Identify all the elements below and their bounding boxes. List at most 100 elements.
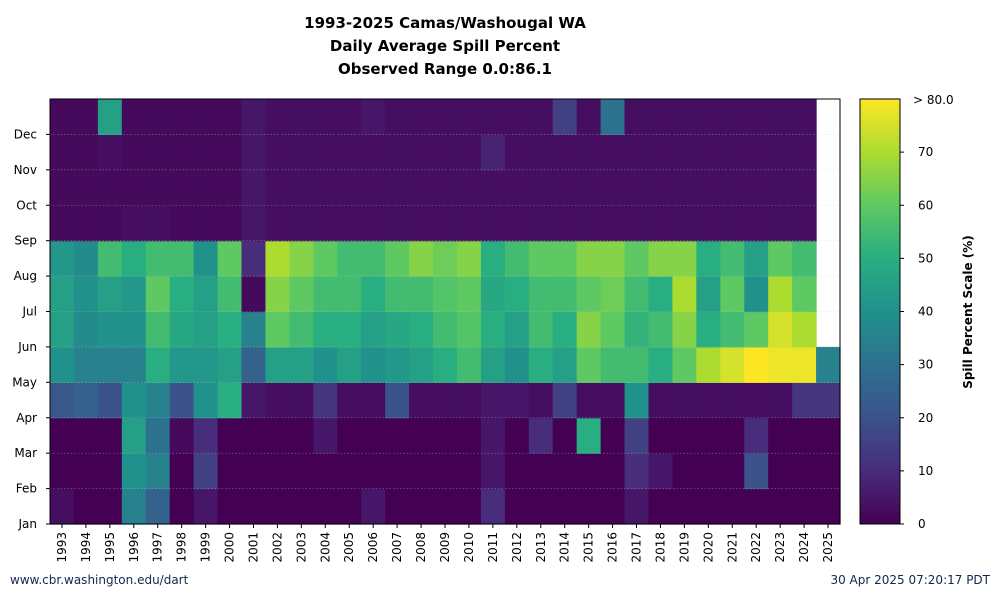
heatmap-cell-1999-Oct [193,169,219,206]
heatmap-cell-2015-Aug [576,240,602,277]
heatmap-cell-2016-Nov [600,134,626,171]
heatmap-cell-2014-Nov [552,134,578,171]
heatmap-cell-2015-Sep [576,205,602,242]
heatmap-cell-2015-Dec [576,99,602,136]
heatmap-cell-2024-Sep [792,205,817,242]
heatmap-cell-2013-Sep [528,205,554,242]
heatmap-cell-2021-Aug [720,240,745,277]
chart-title-line-1: 1993-2025 Camas/Washougal WA [304,14,586,32]
heatmap-cell-2008-Aug [409,240,434,277]
heatmap-cell-2013-Apr [528,382,554,419]
heatmap-cell-2023-Aug [768,240,793,277]
heatmap-cell-2021-Jun [720,311,745,348]
heatmap-cell-1993-Jan [50,488,75,525]
x-tick-label-2016: 2016 [606,532,620,563]
heatmap-cell-2017-May [624,346,650,383]
x-tick-label-2009: 2009 [438,532,452,563]
x-tick-label-2002: 2002 [270,532,284,563]
heatmap-cell-2007-Oct [385,169,410,206]
heatmap-cell-2000-Nov [217,134,243,171]
heatmap-cell-2019-Apr [672,382,697,419]
heatmap-cell-2018-Oct [648,169,674,206]
heatmap-cell-1994-Feb [73,453,99,490]
heatmap-cell-2011-Jul [480,276,506,313]
colorbar-top-label: > 80.0 [913,93,954,107]
heatmap-cell-1998-Jun [169,311,195,348]
y-tick-label-Dec: Dec [14,127,37,141]
x-tick-label-2012: 2012 [510,532,524,563]
heatmap-cell-2023-Jul [768,276,793,313]
heatmap-cell-2017-Jun [624,311,650,348]
heatmap-cell-2022-Sep [744,205,769,242]
y-tick-label-Apr: Apr [16,411,37,425]
heatmap-cell-2007-Jul [385,276,410,313]
heatmap-cell-2017-Dec [624,99,650,136]
heatmap-cell-2003-Nov [289,134,314,171]
heatmap-cell-1993-Dec [50,99,75,136]
heatmap-cell-1996-Dec [121,99,147,136]
heatmap-cell-2002-Nov [265,134,290,171]
heatmap-cell-2014-Jun [552,311,578,348]
heatmap-cell-2007-Nov [385,134,410,171]
heatmap-cell-2019-Sep [672,205,697,242]
heatmap-cell-2018-Jan [648,488,674,525]
heatmap-cell-2008-Feb [409,453,434,490]
heatmap-cell-1996-May [121,346,147,383]
heatmap-cell-1997-Dec [145,99,171,136]
heatmap-cell-2000-May [217,346,243,383]
heatmap-cell-2023-Mar [768,417,793,454]
heatmap-cell-2014-May [552,346,578,383]
heatmap-cell-2003-Sep [289,205,314,242]
heatmap-cell-2008-Oct [409,169,434,206]
heatmap-cell-2004-Apr [313,382,338,419]
heatmap-cell-2023-Oct [768,169,793,206]
colorbar-tick-label-30: 30 [918,358,933,372]
x-tick-label-2004: 2004 [318,532,332,563]
heatmap-cell-2008-May [409,346,434,383]
x-tick-label-2006: 2006 [366,532,380,563]
heatmap-cell-1997-Jan [145,488,171,525]
x-tick-label-1995: 1995 [103,532,117,563]
heatmap-cell-2012-Apr [504,382,530,419]
heatmap-cell-2005-Aug [337,240,362,277]
heatmap-cell-1995-Dec [97,99,123,136]
heatmap-cell-1996-Nov [121,134,147,171]
heatmap-cell-1997-Feb [145,453,171,490]
heatmap-cell-2014-Sep [552,205,578,242]
heatmap-cell-2006-Dec [361,99,386,136]
colorbar [859,98,901,525]
heatmap-cell-2010-Sep [456,205,482,242]
heatmap-cell-2010-Mar [456,417,482,454]
heatmap-cell-2019-Oct [672,169,697,206]
heatmap-cell-2022-Mar [744,417,769,454]
heatmap-cell-2003-May [289,346,314,383]
heatmap-cell-2022-Dec [744,99,769,136]
y-tick-label-Jun: Jun [17,340,37,354]
heatmap-cell-2014-Feb [552,453,578,490]
heatmap-cell-1994-Mar [73,417,99,454]
heatmap-cell-2002-Apr [265,382,290,419]
heatmap-cell-2017-Jul [624,276,650,313]
heatmap-cell-1997-Mar [145,417,171,454]
heatmap-cell-2022-Apr [744,382,769,419]
footer-source-url[interactable]: www.cbr.washington.edu/dart [10,573,189,587]
heatmap-cell-2020-Mar [696,417,721,454]
heatmap-cell-2017-Apr [624,382,650,419]
x-tick-label-2019: 2019 [677,532,691,563]
heatmap-cell-2011-Jun [480,311,506,348]
x-tick-label-2000: 2000 [223,532,237,563]
heatmap-cell-1995-Aug [97,240,123,277]
heatmap-cell-2016-Oct [600,169,626,206]
heatmap-cell-2009-May [433,346,458,383]
y-tick-label-Sep: Sep [14,234,37,248]
heatmap-cell-2004-Jul [313,276,338,313]
heatmap-cell-1998-Aug [169,240,195,277]
x-tick-label-2007: 2007 [390,532,404,563]
y-tick-label-Nov: Nov [14,163,37,177]
heatmap-cell-2023-Jun [768,311,793,348]
heatmap-cell-2018-Jul [648,276,674,313]
x-tick-label-2021: 2021 [725,532,739,563]
heatmap-cell-2002-Oct [265,169,290,206]
heatmap-cell-2016-Dec [600,99,626,136]
y-tick-label-May: May [12,375,37,389]
